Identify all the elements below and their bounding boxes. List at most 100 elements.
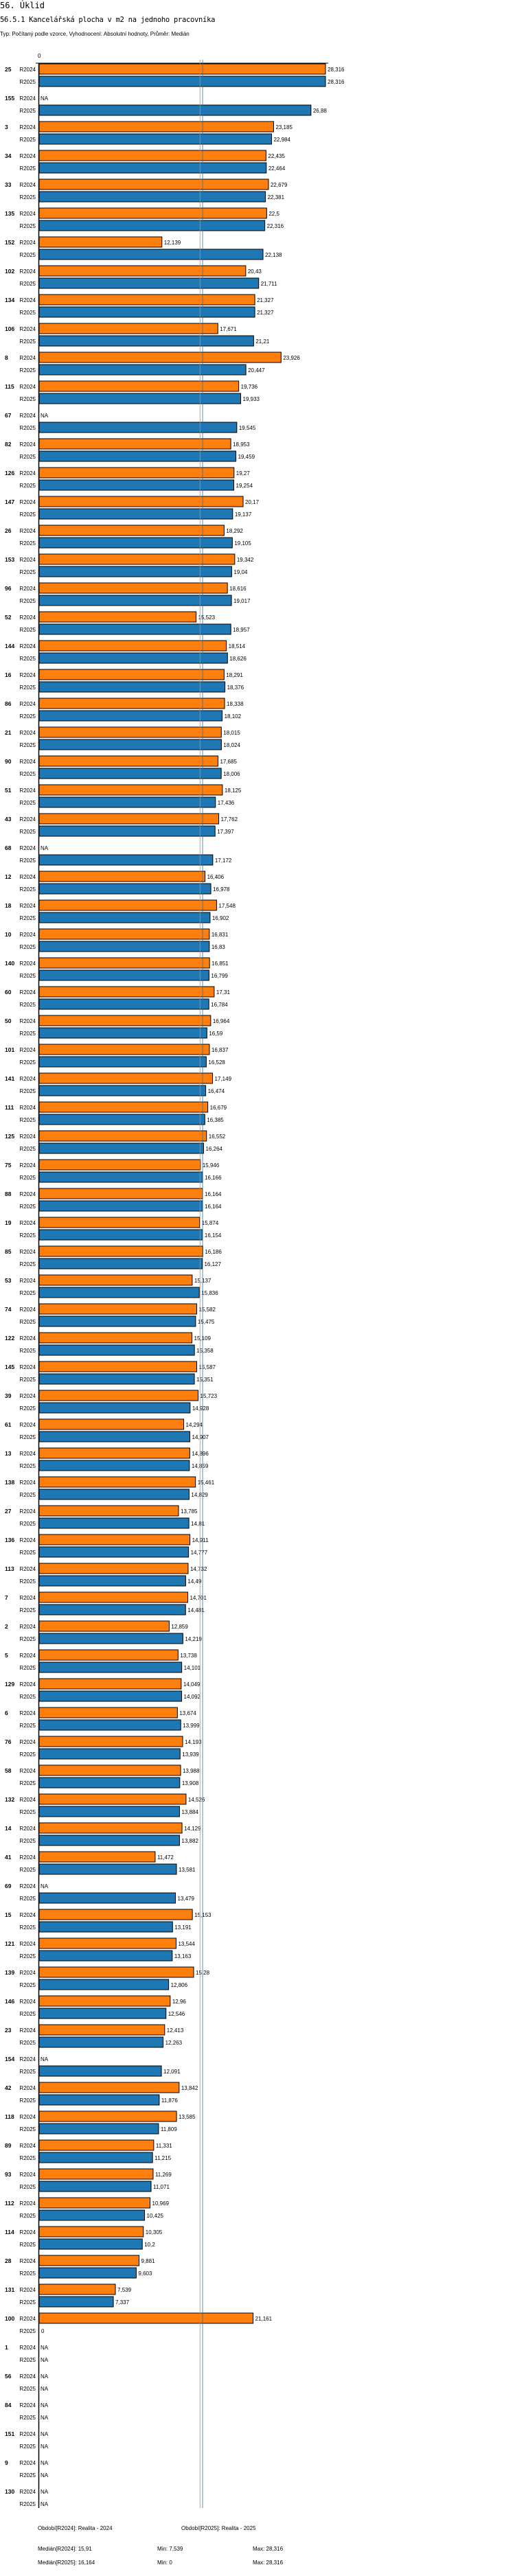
- bar-r2024: [38, 1851, 156, 1863]
- min-r2024: Min: 7,539: [157, 2546, 183, 2552]
- value-label: 15,153: [194, 1912, 211, 1918]
- value-label: 17,548: [218, 903, 236, 909]
- bar-r2025: [38, 2094, 160, 2106]
- group-label: 135: [5, 210, 14, 217]
- bar-r2025: [38, 1517, 190, 1529]
- value-label: 14,928: [192, 1405, 209, 1412]
- series-label: R2025: [19, 685, 36, 691]
- value-label: 16,474: [208, 1088, 225, 1094]
- series-label: R2024: [19, 268, 36, 275]
- series-label: R2024: [19, 2027, 36, 2034]
- bar-r2024: [38, 2139, 154, 2151]
- bar-r2025: [38, 1835, 180, 1846]
- series-label: R2025: [19, 137, 36, 143]
- value-label-na: NA: [41, 2357, 49, 2363]
- value-label: 13,999: [183, 1723, 200, 1729]
- series-label: R2025: [19, 1405, 36, 1412]
- group-label: 8: [5, 354, 8, 361]
- value-label: 16,154: [205, 1232, 222, 1239]
- bar-r2025: [38, 1142, 205, 1154]
- group-label: 42: [5, 2084, 12, 2091]
- value-label: 14,294: [186, 1422, 203, 1428]
- value-label: 16,552: [209, 1134, 226, 1140]
- series-label: R2025: [19, 252, 36, 258]
- series-label: R2025: [19, 1896, 36, 1902]
- series-label: R2024: [19, 730, 36, 736]
- value-label: 18,953: [233, 441, 250, 448]
- bar-r2025: [38, 1892, 176, 1904]
- series-label: R2025: [19, 1838, 36, 1844]
- series-label: R2025: [19, 1723, 36, 1729]
- series-label: R2024: [19, 95, 36, 102]
- bar-r2025: [38, 104, 312, 116]
- value-label: 14,777: [191, 1550, 208, 1556]
- value-label: 15,358: [196, 1348, 214, 1354]
- bar-r2024: [38, 1476, 196, 1488]
- value-label: 14,049: [183, 1681, 201, 1688]
- chart-subtitle: Typ: Počítaný podle vzorce, Vyhodnocení:…: [0, 31, 190, 37]
- bar-r2024: [38, 2312, 254, 2324]
- series-label: R2024: [19, 1451, 36, 1457]
- value-label: 18,125: [225, 787, 242, 794]
- series-label: R2025: [19, 2155, 36, 2161]
- series-label: R2024: [19, 1220, 36, 1226]
- series-label: R2025: [19, 1867, 36, 1873]
- series-label: R2025: [19, 1953, 36, 1959]
- value-label: 19,254: [236, 483, 253, 489]
- group-label: 121: [5, 1940, 14, 1947]
- series-label: R2024: [19, 528, 36, 534]
- bar-r2024: [38, 871, 206, 882]
- bar-r2025: [38, 883, 211, 895]
- series-label: R2025: [19, 1492, 36, 1498]
- series-label: R2024: [19, 441, 36, 448]
- series-label: R2025: [19, 1204, 36, 1210]
- bar-r2024: [38, 1072, 214, 1084]
- bar-r2024: [38, 1793, 187, 1805]
- value-label: 16,127: [204, 1261, 221, 1267]
- series-label: R2024: [19, 1105, 36, 1111]
- bar-r2025: [38, 969, 209, 981]
- series-label: R2024: [19, 1624, 36, 1630]
- bar-r2024: [38, 1563, 189, 1574]
- bar-r2025: [38, 2123, 159, 2135]
- bar-r2025: [38, 1056, 207, 1068]
- group-label: 139: [5, 1969, 14, 1976]
- value-label: 19,017: [233, 598, 251, 604]
- value-label-na: NA: [41, 2386, 49, 2392]
- value-label: 11,215: [154, 2155, 171, 2161]
- bar-r2024: [38, 236, 163, 248]
- group-label: 5: [5, 1652, 8, 1659]
- group-label: 106: [5, 325, 14, 332]
- bar-r2024: [38, 1101, 209, 1113]
- bar-r2024: [38, 553, 236, 565]
- series-label: R2024: [19, 961, 36, 967]
- series-label: R2025: [19, 713, 36, 720]
- bar-r2025: [38, 739, 222, 750]
- series-label: R2025: [19, 108, 36, 114]
- series-label: R2025: [19, 425, 36, 431]
- series-label: R2025: [19, 771, 36, 777]
- value-label: 13,674: [179, 1710, 196, 1716]
- bar-r2024: [38, 1332, 193, 1344]
- value-label: 12,263: [165, 2040, 183, 2046]
- bar-r2024: [38, 957, 210, 969]
- series-label: R2025: [19, 396, 36, 402]
- series-label: R2025: [19, 915, 36, 921]
- bar-r2025: [38, 220, 266, 231]
- value-label: 18,024: [223, 742, 240, 748]
- bar-r2024: [38, 1649, 179, 1661]
- bar-r2025: [38, 1460, 190, 1471]
- value-label: 16,528: [208, 1059, 225, 1066]
- series-label: R2024: [19, 326, 36, 332]
- group-label: 1: [5, 2344, 8, 2351]
- bar-r2025: [38, 941, 210, 952]
- value-label: 22,435: [268, 153, 285, 159]
- group-label: 26: [5, 527, 12, 534]
- bar-r2024: [38, 323, 218, 334]
- bar-r2024: [38, 121, 274, 133]
- group-label: 69: [5, 1883, 12, 1889]
- value-label: 20,17: [245, 499, 260, 505]
- group-label: 132: [5, 1796, 14, 1803]
- group-label: 129: [5, 1681, 14, 1688]
- series-label: R2025: [19, 1924, 36, 1931]
